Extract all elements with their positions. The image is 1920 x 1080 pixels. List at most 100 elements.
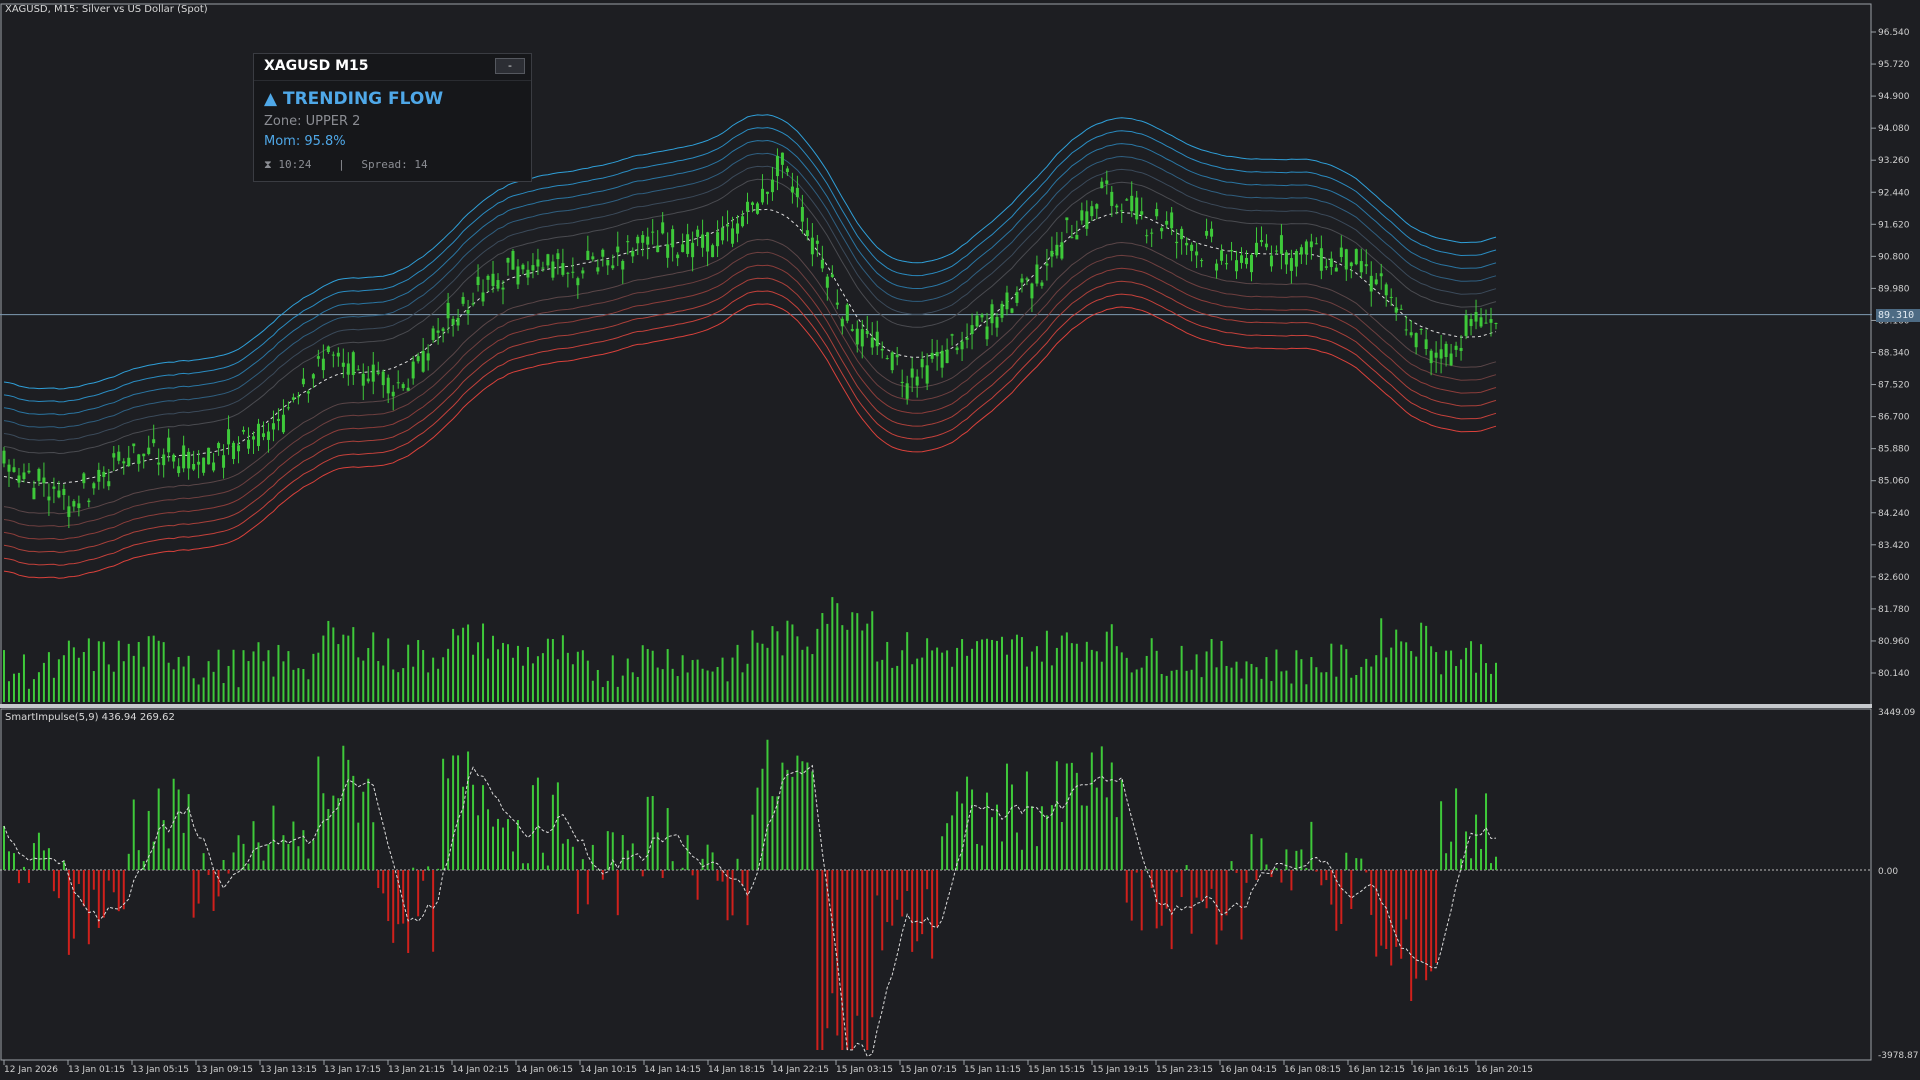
volume-bar (666, 649, 669, 702)
candle-body (965, 337, 969, 340)
candle-body (551, 261, 555, 278)
price-axis-label: 83.420 (1878, 541, 1910, 551)
time-axis-label: 14 Jan 02:15 (452, 1065, 509, 1075)
volume-bar (736, 644, 739, 702)
candle-body (1205, 230, 1209, 236)
volume-bar (1180, 645, 1183, 702)
volume-bar (177, 657, 180, 702)
candle-body (561, 263, 565, 275)
candle-body (1494, 322, 1498, 324)
chart-grid (0, 3, 1872, 1061)
candle-body (256, 423, 260, 447)
volume-bar (227, 665, 230, 702)
volume-bar (1020, 637, 1023, 702)
candle-body (1324, 266, 1328, 268)
candle-body (920, 359, 924, 368)
candle-body (1180, 228, 1184, 240)
candle-body (311, 374, 315, 379)
candle-body (227, 429, 231, 445)
candle-body (1175, 241, 1179, 244)
volume-bar (1145, 655, 1148, 702)
candle-body (1135, 197, 1139, 220)
volume-bar (307, 679, 310, 702)
volume-bar (1160, 673, 1163, 702)
candle-body (815, 240, 819, 244)
time-axis-label: 16 Jan 16:15 (1412, 1065, 1469, 1075)
volume-bar (347, 635, 350, 702)
candle-body (1075, 234, 1079, 240)
candle-body (1459, 347, 1463, 351)
volume-bar (746, 663, 749, 702)
price-axis-label: 82.600 (1878, 573, 1910, 583)
volume-bar (1290, 683, 1293, 702)
candle-body (1245, 257, 1249, 265)
volume-bar (12, 673, 15, 702)
time-axis-label: 13 Jan 05:15 (132, 1065, 189, 1075)
volume-bar (966, 655, 969, 702)
candle-body (37, 468, 41, 482)
time-axis-label: 14 Jan 06:15 (516, 1065, 573, 1075)
candle-body (770, 179, 774, 193)
time-axis-label: 14 Jan 18:15 (708, 1065, 765, 1075)
price-axis-label: 94.900 (1878, 92, 1910, 102)
candle-body (212, 462, 216, 471)
volume-bar (497, 649, 500, 702)
volume-bar (1395, 629, 1398, 702)
volume-histogram (3, 597, 1497, 702)
volume-bar (457, 635, 460, 702)
volume-bar (472, 654, 475, 702)
volume-bar (556, 659, 559, 702)
volume-bar (691, 660, 694, 702)
volume-bar (711, 671, 714, 702)
candle-body (835, 302, 839, 305)
volume-bar (277, 644, 280, 702)
candle-body (546, 254, 550, 266)
volume-bar (1340, 644, 1343, 702)
candle-body (466, 309, 470, 314)
candle-body (855, 328, 859, 345)
candle-body (491, 273, 495, 287)
candle-body (142, 453, 146, 457)
envelope-band-line (3, 165, 1497, 442)
volume-bar (182, 666, 185, 702)
volume-bar (866, 623, 869, 702)
candle-body (586, 250, 590, 261)
volume-bar (881, 659, 884, 702)
candle-body (351, 352, 355, 376)
candle-body (247, 439, 251, 449)
volume-bar (207, 661, 210, 702)
volume-bar (462, 627, 465, 702)
candle-body (1389, 296, 1393, 298)
volume-bar (32, 679, 35, 702)
envelope-band-line (3, 251, 1497, 528)
volume-bar (1100, 661, 1103, 702)
candle-body (431, 328, 435, 340)
minimize-button[interactable]: - (495, 58, 525, 74)
candle-body (242, 429, 246, 432)
volume-bar (551, 638, 554, 702)
volume-bar (482, 623, 485, 702)
volume-bar (222, 683, 225, 702)
candle-body (1314, 243, 1318, 245)
time-axis-label: 13 Jan 01:15 (68, 1065, 125, 1075)
candle-body (42, 477, 46, 484)
volume-bar (1390, 647, 1393, 702)
volume-bar (477, 642, 480, 702)
volume-bar (267, 650, 270, 702)
volume-bar (1195, 654, 1198, 702)
candle-body (1484, 322, 1488, 324)
candle-body (1055, 244, 1059, 256)
candle-body (316, 356, 320, 359)
volume-bar (1060, 635, 1063, 702)
volume-bar (1475, 672, 1478, 702)
volume-bar (856, 613, 859, 702)
volume-bar (841, 625, 844, 702)
candle-body (915, 376, 919, 386)
volume-bar (561, 635, 564, 702)
candle-body (192, 463, 196, 470)
trend-info-panel[interactable]: XAGUSD M15 - ▲ TRENDING FLOW Zone: UPPER… (253, 53, 532, 182)
volume-bar (417, 640, 420, 702)
footer-separator: | (338, 158, 345, 171)
time-axis-label: 13 Jan 21:15 (388, 1065, 445, 1075)
